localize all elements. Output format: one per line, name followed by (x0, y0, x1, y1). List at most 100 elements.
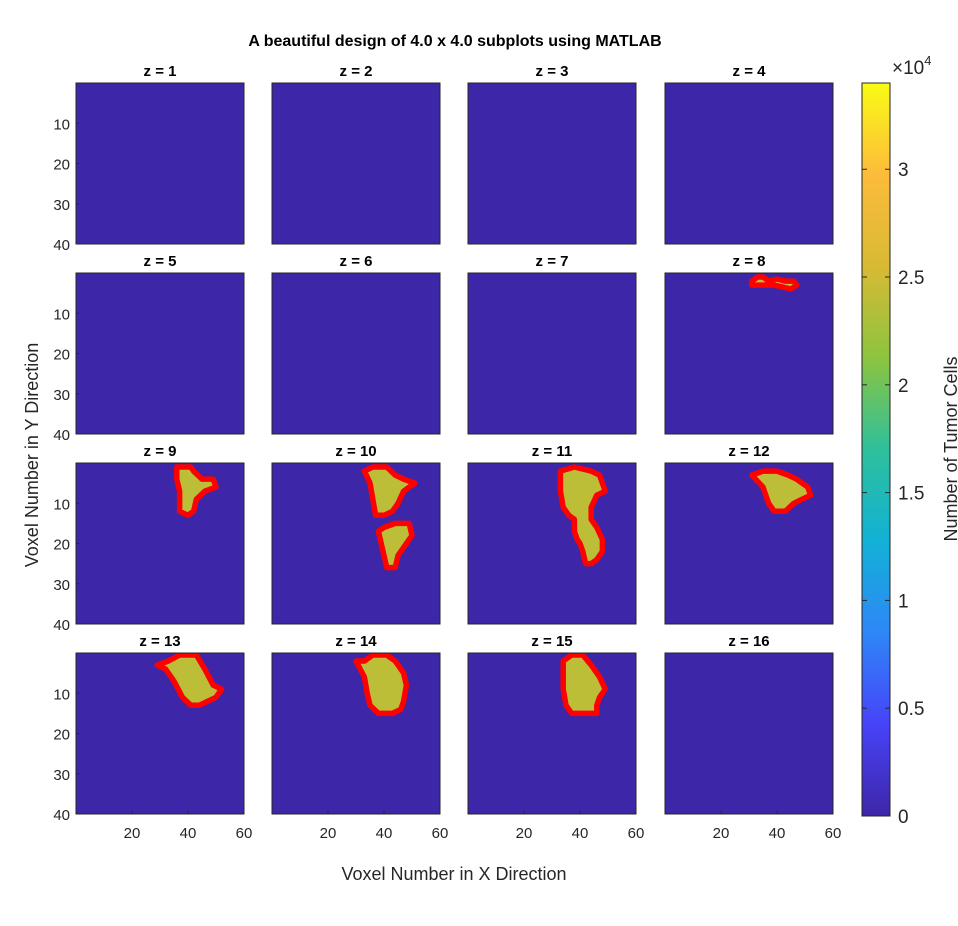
colorbar-exponent-base: ×10 (892, 58, 924, 79)
subplot: z = 10 (271, 443, 441, 625)
colorbar-ticks: 0 0.5 1 1.5 2 2.5 3 (862, 160, 924, 828)
axes-box (467, 462, 637, 625)
heatmap-background (468, 83, 636, 244)
subplot: z = 2 (271, 63, 441, 245)
subplot-grid: z = 1 10 20 30 40 z = 2 z = 3 z = 4 z = 5 10 20 30 4… (53, 63, 841, 842)
y-tick-label: 30 (53, 197, 70, 214)
axes-box (664, 82, 834, 245)
subplot-title: z = 15 (531, 633, 572, 650)
y-tick-label: 20 (53, 727, 70, 744)
subplot-title: z = 8 (733, 253, 766, 270)
tumor-regions (749, 274, 800, 292)
axes-box (664, 272, 834, 435)
tumor-regions (557, 464, 608, 567)
axes-box (467, 652, 637, 815)
y-tick-label: 20 (53, 157, 70, 174)
y-tick-label: 30 (53, 387, 70, 404)
heatmap-background (76, 653, 244, 814)
subplot-title: z = 13 (139, 633, 180, 650)
subplot-title: z = 9 (144, 443, 177, 460)
x-tick-label: 40 (769, 825, 786, 842)
x-tick-label: 60 (236, 825, 253, 842)
heatmap-background (272, 463, 440, 624)
subplot-title: z = 7 (536, 253, 569, 270)
subplot-title: z = 3 (536, 63, 569, 80)
tumor-regions (749, 468, 814, 515)
colorbar-gradient (861, 82, 891, 817)
colorbar-tick-label: 3 (898, 160, 909, 181)
y-tick-label: 40 (53, 427, 70, 444)
y-tick-label: 20 (53, 347, 70, 364)
y-tick-label: 10 (53, 306, 70, 323)
subplot: z = 4 (664, 63, 834, 245)
subplot-title: z = 2 (340, 63, 373, 80)
colorbar-label: Number of Tumor Cells (941, 356, 958, 541)
subplot: z = 9 10 20 30 40 (53, 443, 245, 634)
colorbar-tick-label: 1 (898, 591, 909, 612)
subplot-title: z = 16 (728, 633, 769, 650)
heatmap-background (468, 273, 636, 434)
axes-box (271, 652, 441, 815)
subplot: z = 16 20 40 60 (664, 633, 842, 842)
x-tick-label: 20 (713, 825, 730, 842)
axes-box (664, 462, 834, 625)
x-tick-label: 40 (180, 825, 197, 842)
tumor-regions (560, 653, 608, 717)
subplot: z = 3 (467, 63, 637, 245)
tumor-region (749, 468, 814, 515)
subplot: z = 1 10 20 30 40 (53, 63, 245, 254)
axes-box (271, 462, 441, 625)
subplot-title: z = 12 (728, 443, 769, 460)
tumor-regions (154, 653, 225, 709)
subplot: z = 11 (467, 443, 637, 625)
colorbar-tick-label: 1.5 (898, 484, 924, 505)
subplot: z = 6 (271, 253, 441, 435)
x-tick-label: 40 (572, 825, 589, 842)
heatmap-background (76, 463, 244, 624)
subplot-title: z = 5 (144, 253, 177, 270)
x-tick-label: 40 (376, 825, 393, 842)
tumor-region (557, 464, 608, 567)
subplot-title: z = 4 (733, 63, 767, 80)
colorbar-tick-label: 2.5 (898, 268, 924, 289)
tumor-region (375, 520, 415, 571)
x-tick-label: 60 (825, 825, 842, 842)
subplot-title: z = 14 (335, 633, 377, 650)
colorbar-tick-label: 0.5 (898, 699, 924, 720)
y-tick-label: 20 (53, 537, 70, 554)
tumor-region (361, 464, 418, 519)
tumor-region (560, 653, 608, 717)
y-tick-label: 40 (53, 807, 70, 824)
colorbar-tick-label: 0 (898, 807, 909, 828)
tumor-region (749, 274, 800, 292)
tumor-regions (174, 464, 219, 519)
x-tick-label: 60 (432, 825, 449, 842)
colorbar: 0 0.5 1 1.5 2 2.5 3 ×104 Number of Tumor Cells (861, 53, 958, 828)
subplot-title: z = 6 (340, 253, 373, 270)
y-tick-label: 10 (53, 116, 70, 133)
tumor-region (174, 464, 219, 519)
y-tick-label: 40 (53, 237, 70, 254)
x-tick-label: 20 (320, 825, 337, 842)
colorbar-exponent-power: 4 (924, 53, 931, 68)
figure-title: A beautiful design of 4.0 x 4.0 subplots… (248, 33, 661, 50)
heatmap-background (665, 653, 833, 814)
subplot: z = 5 10 20 30 40 (53, 253, 245, 444)
tumor-regions (361, 464, 418, 571)
axes-box (467, 82, 637, 245)
x-tick-label: 20 (516, 825, 533, 842)
y-tick-label: 10 (53, 686, 70, 703)
heatmap-background (272, 273, 440, 434)
heatmap-background (468, 463, 636, 624)
y-tick-label: 10 (53, 496, 70, 513)
subplot-title: z = 10 (335, 443, 376, 460)
heatmap-background (76, 273, 244, 434)
subplot: z = 15 20 40 60 (467, 633, 644, 842)
subplot-title: z = 1 (144, 63, 177, 80)
subplot: z = 12 (664, 443, 834, 625)
y-tick-label: 30 (53, 767, 70, 784)
axes-box (271, 272, 441, 435)
x-tick-label: 20 (124, 825, 141, 842)
subplot: z = 8 (664, 253, 834, 435)
